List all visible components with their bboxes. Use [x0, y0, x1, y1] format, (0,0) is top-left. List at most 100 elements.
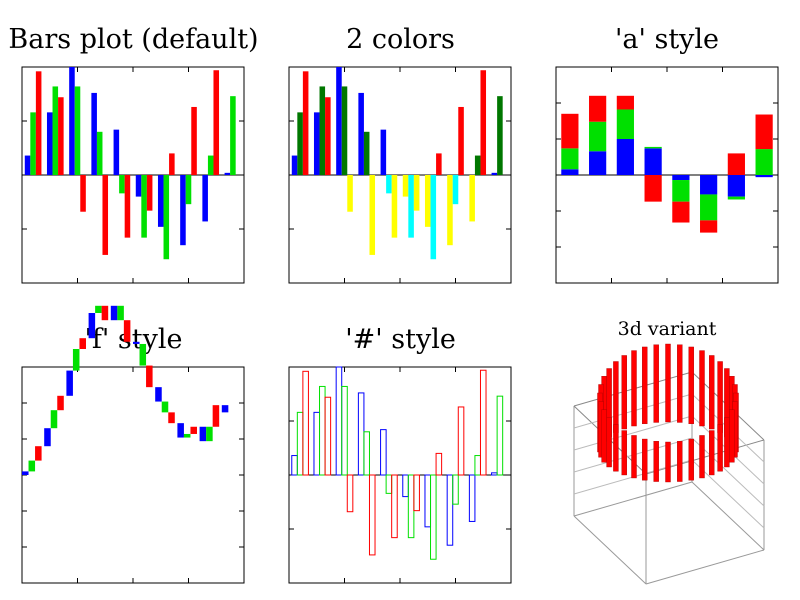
- bar: [729, 409, 735, 463]
- chart-title: Bars plot (default): [8, 24, 259, 55]
- bar: [191, 106, 197, 175]
- bar: [335, 366, 343, 476]
- bar: [168, 412, 175, 424]
- bar: [479, 369, 487, 476]
- bar: [631, 435, 637, 479]
- bar: [755, 175, 773, 178]
- chart-title: 'a' style: [614, 24, 720, 55]
- bar: [677, 441, 683, 482]
- bar: [119, 175, 125, 194]
- bar: [185, 175, 192, 205]
- bar: [688, 438, 694, 481]
- bar: [621, 430, 627, 476]
- bar: [700, 194, 718, 221]
- bar: [589, 95, 607, 122]
- bar: [717, 424, 723, 472]
- bar: [117, 305, 124, 321]
- bar: [190, 426, 197, 434]
- bar: [653, 441, 659, 482]
- bar: [727, 153, 745, 175]
- bar: [446, 474, 454, 546]
- bar: [391, 175, 398, 238]
- bar: [491, 472, 498, 476]
- bar: [644, 146, 662, 149]
- bar: [413, 474, 420, 512]
- bar: [157, 175, 164, 227]
- bar: [101, 305, 109, 321]
- bars-3d-chart: [573, 343, 765, 585]
- plot-frame: [21, 366, 245, 584]
- bar: [95, 305, 102, 313]
- bar: [341, 385, 348, 476]
- bar: [408, 175, 414, 238]
- bar: [91, 92, 97, 175]
- chart-title: 2 colors: [346, 24, 455, 55]
- bar: [700, 220, 718, 233]
- panel-3d-variant: 3d variant: [534, 300, 800, 600]
- bar: [436, 153, 442, 175]
- bar: [497, 96, 503, 175]
- box-edge: [645, 549, 765, 585]
- bar: [74, 86, 81, 175]
- bar: [665, 343, 671, 423]
- bar: [631, 350, 637, 427]
- bar: [139, 343, 147, 366]
- bar: [169, 153, 175, 175]
- box-edge: [691, 481, 765, 551]
- bar: [212, 405, 220, 427]
- bar: [141, 175, 147, 238]
- bar: [402, 474, 409, 498]
- box-edge: [573, 481, 693, 517]
- bar: [699, 350, 705, 427]
- bar: [207, 155, 214, 175]
- bar: [672, 175, 690, 181]
- bar: [700, 175, 718, 195]
- bar: [50, 410, 58, 429]
- bar: [363, 131, 370, 175]
- bar: [601, 409, 607, 463]
- bar: [616, 139, 634, 175]
- bar: [102, 175, 109, 255]
- bar: [230, 96, 236, 175]
- bar: [44, 428, 51, 447]
- bar: [386, 175, 392, 194]
- bars-hash-style-chart: [288, 366, 512, 584]
- bar: [123, 320, 131, 342]
- panel-2-colors: 2 colors: [267, 0, 534, 300]
- bar: [324, 396, 332, 476]
- bar: [616, 95, 634, 110]
- bar: [221, 405, 229, 413]
- bar: [402, 175, 409, 197]
- bar: [146, 365, 153, 388]
- bar: [727, 175, 745, 197]
- bar: [146, 175, 153, 211]
- bar: [452, 175, 459, 205]
- panel-default: Bars plot (default): [0, 0, 267, 300]
- bar: [380, 129, 387, 175]
- bar: [468, 474, 476, 522]
- bar: [58, 97, 64, 175]
- bar: [183, 433, 191, 438]
- bars-default-chart: [21, 66, 245, 284]
- bar: [621, 355, 627, 430]
- bar: [613, 424, 619, 472]
- bar: [457, 406, 465, 476]
- bar: [319, 385, 326, 476]
- bar: [313, 411, 321, 476]
- chart-title: 3d variant: [617, 318, 717, 340]
- bar: [699, 435, 705, 479]
- bar: [57, 395, 64, 411]
- panel-a-style: 'a' style: [534, 0, 800, 300]
- bar: [347, 175, 353, 212]
- bar: [561, 169, 579, 175]
- bar: [709, 355, 715, 430]
- bar: [496, 395, 504, 476]
- bars-2-colors-chart: [288, 66, 512, 284]
- bar: [297, 112, 303, 175]
- bar: [642, 438, 648, 481]
- bar: [161, 401, 169, 413]
- bar: [724, 417, 730, 468]
- bar: [35, 71, 42, 175]
- bar: [346, 474, 354, 513]
- bar: [302, 370, 309, 476]
